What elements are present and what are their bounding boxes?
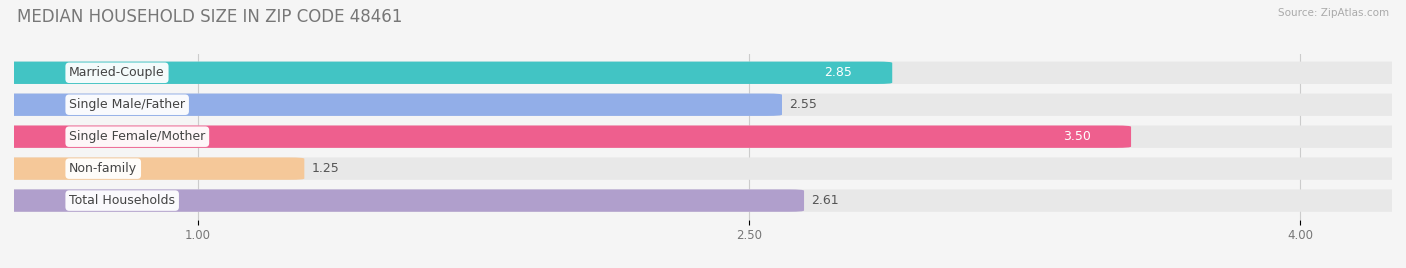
FancyBboxPatch shape	[0, 62, 893, 84]
Text: 3.50: 3.50	[1063, 130, 1091, 143]
FancyBboxPatch shape	[0, 94, 1406, 116]
Text: MEDIAN HOUSEHOLD SIZE IN ZIP CODE 48461: MEDIAN HOUSEHOLD SIZE IN ZIP CODE 48461	[17, 8, 402, 26]
FancyBboxPatch shape	[0, 125, 1406, 148]
FancyBboxPatch shape	[0, 62, 1406, 84]
Text: Total Households: Total Households	[69, 194, 176, 207]
FancyBboxPatch shape	[0, 189, 1406, 212]
Text: 2.85: 2.85	[824, 66, 852, 79]
FancyBboxPatch shape	[0, 189, 804, 212]
FancyBboxPatch shape	[0, 158, 304, 180]
Text: 2.61: 2.61	[811, 194, 839, 207]
FancyBboxPatch shape	[0, 94, 782, 116]
FancyBboxPatch shape	[0, 125, 1130, 148]
FancyBboxPatch shape	[0, 158, 1406, 180]
Text: Single Female/Mother: Single Female/Mother	[69, 130, 205, 143]
Text: 2.55: 2.55	[789, 98, 817, 111]
Text: Non-family: Non-family	[69, 162, 138, 175]
Text: Source: ZipAtlas.com: Source: ZipAtlas.com	[1278, 8, 1389, 18]
Text: 1.25: 1.25	[312, 162, 339, 175]
Text: Married-Couple: Married-Couple	[69, 66, 165, 79]
Text: Single Male/Father: Single Male/Father	[69, 98, 186, 111]
